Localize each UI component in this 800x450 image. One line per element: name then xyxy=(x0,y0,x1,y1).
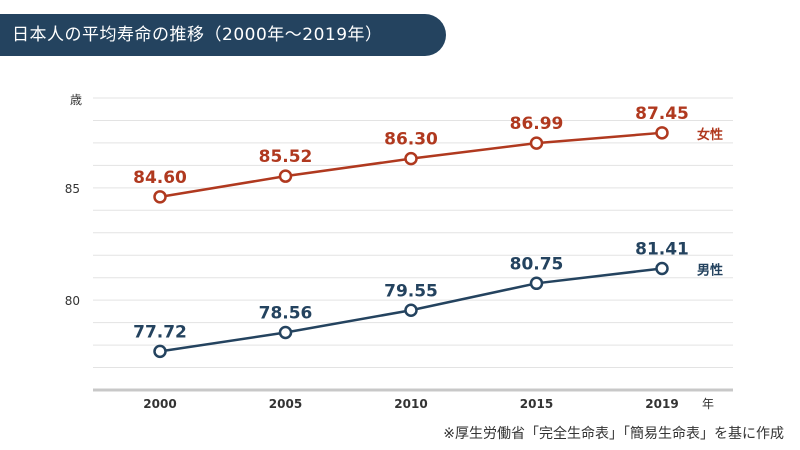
data-point xyxy=(153,344,167,359)
data-point xyxy=(655,126,669,140)
data-label: 85.52 xyxy=(259,147,313,167)
data-label: 84.60 xyxy=(133,168,187,188)
y-tick-labels: 80 85 xyxy=(65,182,80,308)
x-tick-label: 2000 xyxy=(143,397,176,411)
data-label: 80.75 xyxy=(510,254,564,274)
data-label: 77.72 xyxy=(133,322,187,342)
data-point xyxy=(529,276,544,291)
data-point xyxy=(153,190,167,204)
chart-title: 日本人の平均寿命の推移（2000年～2019年） xyxy=(0,14,446,56)
x-tick-label: 2015 xyxy=(520,397,553,411)
data-point xyxy=(529,136,544,150)
x-tick-label: 2019 xyxy=(645,397,678,411)
series-group: 84.60 85.52 86.30 86.99 87.45 女性 77.72 78.56 79.… xyxy=(133,104,723,359)
source-note: ※厚生労働省「完全生命表」「簡易生命表」を基に作成 xyxy=(443,426,784,442)
data-point xyxy=(404,303,418,318)
data-point xyxy=(404,151,418,166)
grid-lines xyxy=(93,97,733,369)
series-name-label: 女性 xyxy=(697,127,723,143)
data-label: 78.56 xyxy=(259,303,313,323)
y-tick-label: 85 xyxy=(65,182,80,196)
data-label: 79.55 xyxy=(384,281,438,301)
series-male: 77.72 78.56 79.55 80.75 81.41 男性 xyxy=(133,239,723,359)
x-axis-unit-label: 年 xyxy=(702,397,714,411)
data-point xyxy=(278,169,293,183)
x-tick-labels: 2000 2005 2010 2015 2019 xyxy=(143,397,678,411)
data-label: 86.30 xyxy=(384,130,438,150)
x-tick-label: 2005 xyxy=(269,397,302,411)
data-point xyxy=(278,325,293,340)
series-name-label: 男性 xyxy=(697,262,723,278)
y-tick-label: 80 xyxy=(65,294,80,308)
y-axis-unit-label: 歳 xyxy=(70,93,82,107)
data-label: 86.99 xyxy=(510,114,564,134)
series-female: 84.60 85.52 86.30 86.99 87.45 女性 xyxy=(133,104,723,204)
data-label: 87.45 xyxy=(635,104,689,124)
data-point xyxy=(655,261,669,276)
x-tick-label: 2010 xyxy=(394,397,427,411)
data-label: 81.41 xyxy=(635,239,689,259)
